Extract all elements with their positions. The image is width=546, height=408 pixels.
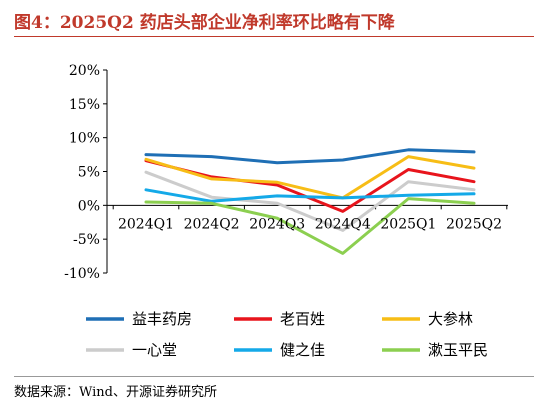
series-line-1 <box>144 148 476 165</box>
y-tick-label: 20% <box>69 63 100 79</box>
source-divider <box>14 376 534 377</box>
y-tick-label: 15% <box>69 97 100 113</box>
x-tick-label: 2025Q1 <box>380 216 436 232</box>
legend-label: 老百姓 <box>280 310 325 328</box>
series-line-3 <box>144 155 476 200</box>
legend-label: 益丰药房 <box>132 310 192 328</box>
y-tick-label: 10% <box>69 131 100 147</box>
chart-axes: 20% 15% 10% 5% 0% -5% -10% <box>64 63 508 282</box>
legend-label: 一心堂 <box>132 341 177 359</box>
x-tick-label: 2025Q2 <box>446 216 502 232</box>
title-divider <box>14 36 534 37</box>
y-tick-label: 0% <box>78 198 100 214</box>
chart-title: 图4：2025Q2 药店头部企业净利率环比略有下降 <box>14 13 395 33</box>
x-axis-labels: 2024Q1 2024Q2 2024Q3 2024Q4 2025Q1 2025Q2 <box>118 216 502 232</box>
legend-label: 大参林 <box>428 310 473 328</box>
y-tick-label: -10% <box>64 266 100 282</box>
y-tick-label: 5% <box>78 165 100 181</box>
x-tick-label: 2024Q2 <box>184 216 240 232</box>
y-tick-label: -5% <box>73 232 100 248</box>
series-line-4 <box>144 170 476 232</box>
x-tick-label: 2024Q4 <box>315 216 371 232</box>
legend-label: 漱玉平民 <box>428 341 488 359</box>
data-source: 数据来源：Wind、开源证券研究所 <box>14 385 217 400</box>
chart-series <box>144 148 476 255</box>
series-line-5 <box>144 188 476 203</box>
series-line-6 <box>144 197 476 255</box>
x-tick-label: 2024Q3 <box>249 216 305 232</box>
legend-label: 健之佳 <box>280 341 325 359</box>
x-tick-label: 2024Q1 <box>118 216 174 232</box>
